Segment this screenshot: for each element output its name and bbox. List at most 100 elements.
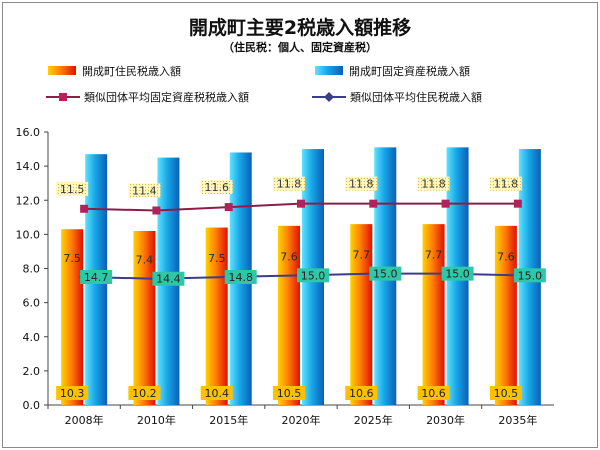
label-resident-avg: 7.4 xyxy=(136,254,154,267)
label-resident: 10.6 xyxy=(349,387,374,400)
bar-resident xyxy=(278,225,300,405)
label-property: 14.7 xyxy=(84,271,109,284)
y-tick-label: 6.0 xyxy=(23,297,41,310)
label-property-avg: 11.8 xyxy=(421,178,446,191)
label-property: 14.8 xyxy=(228,271,253,284)
label-property-avg: 11.5 xyxy=(60,183,85,196)
label-property: 15.0 xyxy=(301,269,326,282)
bar-resident xyxy=(350,224,373,405)
label-property-bg xyxy=(369,266,402,281)
label-resident-avg: 7.6 xyxy=(280,250,298,263)
marker-property-avg xyxy=(152,206,161,215)
label-property: 15.0 xyxy=(518,269,543,282)
marker-property-avg xyxy=(80,204,89,213)
y-tick-label: 12.0 xyxy=(16,194,41,207)
label-property-avg: 11.8 xyxy=(494,178,519,191)
label-property: 15.0 xyxy=(445,268,470,281)
x-tick-label: 2030年 xyxy=(426,413,465,427)
axes: 0.0 2.0 4.0 6.0 8.0 10.0 12.0 14.0 16.0 2008年 2010… xyxy=(16,126,554,427)
label-property-bg xyxy=(152,271,185,286)
x-tick-label: 2035年 xyxy=(498,413,537,427)
label-resident-avg: 7.7 xyxy=(425,249,443,262)
x-tick-label: 2025年 xyxy=(354,413,393,427)
data-labels: 10.311.57.514.710.211.47.414.410.411.67.… xyxy=(56,176,546,400)
label-resident-bg xyxy=(273,386,305,400)
legend-item-property: 開成町固定資産税歳入額 xyxy=(315,64,470,78)
label-resident-avg: 7.5 xyxy=(208,252,226,265)
label-property-bg xyxy=(224,270,257,285)
series-resident-bars xyxy=(61,224,517,405)
y-tick-label: 14.0 xyxy=(16,160,41,173)
label-resident-avg: 7.5 xyxy=(63,252,81,265)
legend-marker-resident-avg xyxy=(324,92,334,102)
label-resident-bg xyxy=(345,386,378,400)
legend-swatch-resident xyxy=(48,66,76,75)
label-property-avg-bg xyxy=(128,183,161,198)
marker-property-avg xyxy=(224,203,233,212)
label-property-avg-bg xyxy=(56,181,89,196)
marker-property-avg xyxy=(369,199,378,208)
label-property-avg-bg xyxy=(200,180,233,195)
bar-resident xyxy=(61,229,84,405)
label-resident-avg: 7.6 xyxy=(497,250,515,263)
label-property-avg: 11.8 xyxy=(277,178,302,191)
legend-label-property: 開成町固定資産税歳入額 xyxy=(349,64,470,78)
y-tick-label: 2.0 xyxy=(23,365,41,378)
legend-marker-property-avg xyxy=(59,93,67,101)
y-tick-label: 4.0 xyxy=(23,331,41,344)
label-property-avg: 11.4 xyxy=(132,184,157,197)
label-resident: 10.5 xyxy=(494,387,519,400)
legend: 開成町住民税歳入額 開成町固定資産税歳入額 類似団体平均固定資産税税歳入額 類似… xyxy=(46,64,482,104)
bar-resident xyxy=(205,227,228,405)
y-tick-label: 16.0 xyxy=(16,126,41,139)
marker-property-avg xyxy=(441,199,450,208)
label-resident: 10.4 xyxy=(204,387,229,400)
label-property-bg xyxy=(80,270,113,285)
label-property-avg-bg xyxy=(273,176,305,191)
label-resident: 10.6 xyxy=(421,387,446,400)
x-tick-label: 2010年 xyxy=(137,413,176,427)
label-property: 14.4 xyxy=(156,273,181,286)
label-resident-bg xyxy=(56,386,89,400)
y-tick-label: 10.0 xyxy=(16,228,41,241)
label-resident: 10.2 xyxy=(132,387,157,400)
y-tick-label: 8.0 xyxy=(23,263,41,276)
x-tick-label: 2015年 xyxy=(209,413,248,427)
legend-item-resident: 開成町住民税歳入額 xyxy=(48,64,181,78)
legend-item-property-avg: 類似団体平均固定資産税税歳入額 xyxy=(46,90,249,104)
label-resident: 10.3 xyxy=(60,387,85,400)
marker-property-avg xyxy=(297,199,305,208)
legend-label-property-avg: 類似団体平均固定資産税税歳入額 xyxy=(84,90,249,104)
label-property-avg-bg xyxy=(345,176,378,191)
x-tick-label: 2020年 xyxy=(282,413,321,427)
legend-label-resident-avg: 類似団体平均住民税歳入額 xyxy=(350,90,482,104)
label-property-bg xyxy=(441,266,474,281)
label-resident-bg xyxy=(200,386,233,400)
label-property-avg: 11.8 xyxy=(349,178,374,191)
bar-resident xyxy=(133,230,156,405)
label-property-avg: 11.6 xyxy=(204,181,229,194)
legend-item-resident-avg: 類似団体平均住民税歳入額 xyxy=(312,90,482,104)
series-property-avg-line xyxy=(80,199,522,215)
marker-property-avg xyxy=(513,199,522,208)
label-resident-bg xyxy=(128,386,161,400)
label-property: 15.0 xyxy=(373,268,398,281)
label-resident-avg: 7.7 xyxy=(353,249,371,262)
legend-swatch-property xyxy=(315,66,343,75)
bar-resident xyxy=(422,224,445,405)
label-resident: 10.5 xyxy=(277,387,302,400)
chart-title: 開成町主要2税歳入額推移 xyxy=(189,16,411,39)
label-resident-bg xyxy=(417,386,450,400)
label-property-avg-bg xyxy=(417,176,450,191)
chart-subtitle: （住民税：個人、固定資産税） xyxy=(223,40,377,54)
label-property-bg xyxy=(513,268,546,283)
label-property-bg xyxy=(297,268,329,283)
x-tick-label: 2008年 xyxy=(65,413,104,427)
y-tick-label: 0.0 xyxy=(23,399,41,412)
bar-resident xyxy=(494,225,517,405)
legend-label-resident: 開成町住民税歳入額 xyxy=(82,64,181,78)
label-property-avg-bg xyxy=(489,176,522,191)
label-resident-bg xyxy=(489,386,522,400)
